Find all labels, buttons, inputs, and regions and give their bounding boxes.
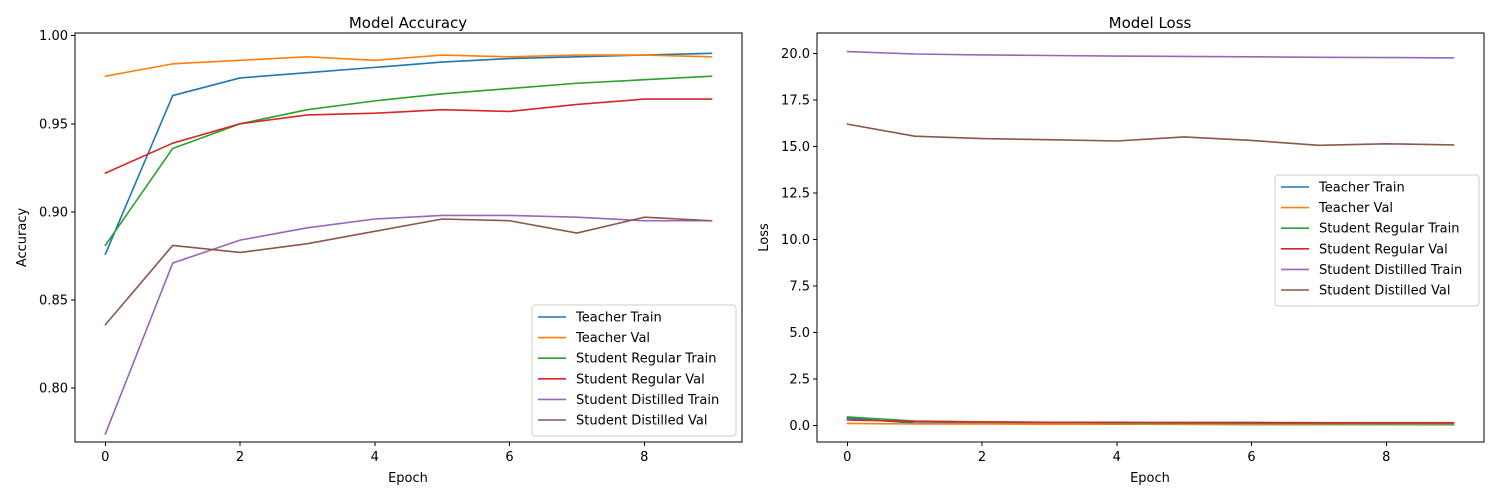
loss-chart: Model Loss 0 2 4 6 8 0.0 2.5 5.0 7.5 10.0 12.5 15.… xyxy=(757,14,1485,486)
accuracy-series-student-distilled-val xyxy=(104,216,713,326)
loss-y-tick-label: 12.5 xyxy=(781,186,810,201)
accuracy-x-axis-label: Epoch xyxy=(388,471,428,486)
accuracy-legend-label-teacher-train: Teacher Train xyxy=(575,311,662,326)
accuracy-legend-label-student-distilled-train: Student Distilled Train xyxy=(576,393,719,408)
accuracy-series-student-regular-train xyxy=(104,75,713,247)
loss-legend-frame xyxy=(1274,174,1480,307)
accuracy-x-ticks: 0 2 4 6 8 xyxy=(101,442,648,465)
accuracy-legend-label-student-regular-train: Student Regular Train xyxy=(576,352,717,367)
loss-y-tick-label: 0.0 xyxy=(789,419,810,434)
loss-legend-label-teacher-train: Teacher Train xyxy=(1318,181,1405,196)
loss-chart-title: Model Loss xyxy=(1109,14,1192,32)
accuracy-y-tick-label: 1.00 xyxy=(39,29,68,44)
accuracy-y-axis-label: Accuracy xyxy=(15,208,30,268)
accuracy-legend: Teacher Train Teacher Val Student Regular … xyxy=(531,304,737,437)
accuracy-series-group xyxy=(104,52,713,435)
loss-series-student-regular-val xyxy=(846,419,1455,424)
loss-x-tick-label: 4 xyxy=(1113,450,1121,465)
accuracy-plot-frame xyxy=(74,32,743,443)
loss-y-tick-label: 20.0 xyxy=(781,47,810,62)
accuracy-x-tick-label: 0 xyxy=(101,450,109,465)
loss-y-tick-label: 15.0 xyxy=(781,140,810,155)
loss-y-tick-label: 2.5 xyxy=(789,372,810,387)
accuracy-x-tick-label: 8 xyxy=(640,450,648,465)
loss-legend-label-teacher-val: Teacher Val xyxy=(1318,201,1393,216)
accuracy-y-tick-label: 0.95 xyxy=(39,117,68,132)
accuracy-series-teacher-train xyxy=(104,52,713,256)
loss-y-ticks: 0.0 2.5 5.0 7.5 10.0 12.5 15.0 17.5 20.0 xyxy=(781,47,817,434)
accuracy-series-student-distilled-train xyxy=(104,214,713,435)
loss-y-tick-label: 17.5 xyxy=(781,93,810,108)
loss-y-tick-label: 10.0 xyxy=(781,233,810,248)
accuracy-x-tick-label: 6 xyxy=(505,450,513,465)
loss-legend-label-student-regular-train: Student Regular Train xyxy=(1319,222,1460,237)
accuracy-x-tick-label: 2 xyxy=(236,450,244,465)
loss-x-tick-label: 8 xyxy=(1382,450,1390,465)
accuracy-y-tick-label: 0.80 xyxy=(39,382,68,397)
accuracy-y-ticks: 0.80 0.85 0.90 0.95 1.00 xyxy=(39,29,75,397)
accuracy-chart: Model Accuracy 0 2 4 6 8 0.80 0.85 0.90 0.95 1.0… xyxy=(15,14,743,486)
accuracy-chart-title: Model Accuracy xyxy=(349,14,467,32)
loss-series-student-distilled-val xyxy=(846,123,1455,147)
accuracy-x-tick-label: 4 xyxy=(371,450,379,465)
loss-y-axis-label: Loss xyxy=(757,223,772,252)
loss-x-axis-label: Epoch xyxy=(1130,471,1170,486)
accuracy-y-tick-label: 0.90 xyxy=(39,205,68,220)
accuracy-series-student-regular-val xyxy=(104,98,713,174)
loss-x-tick-label: 0 xyxy=(843,450,851,465)
loss-plot-frame xyxy=(816,32,1485,443)
loss-legend-label-student-regular-val: Student Regular Val xyxy=(1319,242,1448,257)
accuracy-legend-label-teacher-val: Teacher Val xyxy=(575,331,650,346)
accuracy-series-teacher-val xyxy=(104,54,713,77)
loss-legend: Teacher Train Teacher Val Student Regular … xyxy=(1274,174,1480,307)
loss-x-ticks: 0 2 4 6 8 xyxy=(843,442,1390,465)
loss-legend-label-student-distilled-train: Student Distilled Train xyxy=(1319,263,1462,278)
loss-x-tick-label: 6 xyxy=(1247,450,1255,465)
loss-series-group xyxy=(846,50,1455,426)
accuracy-legend-label-student-distilled-val: Student Distilled Val xyxy=(576,414,707,429)
loss-legend-label-student-distilled-val: Student Distilled Val xyxy=(1319,284,1450,299)
loss-y-tick-label: 7.5 xyxy=(789,279,810,294)
loss-x-tick-label: 2 xyxy=(978,450,986,465)
loss-y-tick-label: 5.0 xyxy=(789,326,810,341)
loss-series-student-distilled-train xyxy=(846,50,1455,59)
accuracy-legend-frame xyxy=(531,304,737,437)
accuracy-y-tick-label: 0.85 xyxy=(39,294,68,309)
accuracy-legend-label-student-regular-val: Student Regular Val xyxy=(576,372,705,387)
